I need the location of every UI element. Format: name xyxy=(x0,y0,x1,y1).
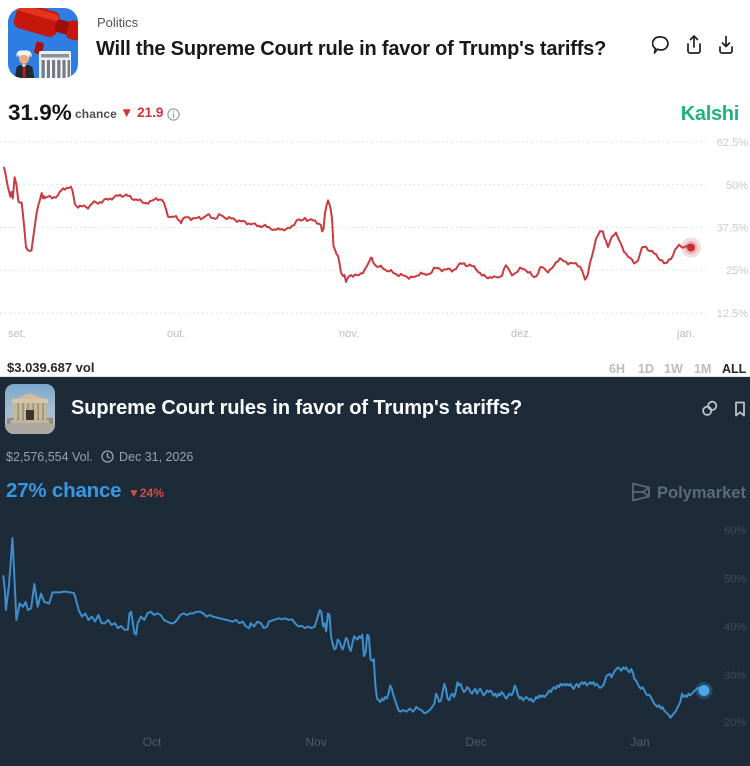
svg-text:dez.: dez. xyxy=(511,328,532,340)
svg-text:50%: 50% xyxy=(724,574,746,586)
svg-text:Oct: Oct xyxy=(143,735,162,749)
svg-text:62.5%: 62.5% xyxy=(717,137,748,149)
svg-text:Nov: Nov xyxy=(305,735,326,749)
svg-text:60%: 60% xyxy=(724,525,746,537)
svg-text:out.: out. xyxy=(167,328,185,340)
svg-text:50%: 50% xyxy=(726,180,748,192)
svg-text:jan.: jan. xyxy=(676,328,695,340)
svg-text:30%: 30% xyxy=(724,670,746,682)
svg-text:nov.: nov. xyxy=(339,328,359,340)
svg-text:Dec: Dec xyxy=(465,735,486,749)
svg-text:25%: 25% xyxy=(726,265,748,277)
svg-text:20%: 20% xyxy=(724,717,746,729)
svg-text:12.5%: 12.5% xyxy=(717,308,748,320)
svg-text:40%: 40% xyxy=(724,622,746,634)
svg-text:37.5%: 37.5% xyxy=(717,223,748,235)
svg-text:set.: set. xyxy=(8,328,26,340)
svg-text:Jan: Jan xyxy=(630,735,649,749)
